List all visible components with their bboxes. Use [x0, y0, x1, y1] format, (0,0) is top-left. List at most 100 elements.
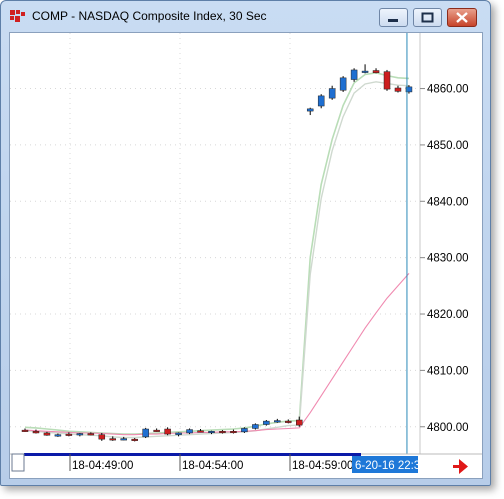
minimize-button[interactable]: [379, 8, 408, 27]
candle-body: [339, 77, 347, 91]
candle: [361, 64, 369, 74]
time-scroll-bar[interactable]: [24, 453, 361, 456]
candle: [186, 428, 193, 435]
candle-body: [405, 86, 413, 93]
moving-averages: [24, 71, 410, 439]
time-axis: 18-04:49:00 18-04:54:00 18-04:59:00: [69, 454, 353, 472]
candle: [65, 432, 73, 437]
candle: [350, 68, 358, 82]
candle-body: [43, 432, 51, 436]
candle-body: [328, 88, 336, 99]
ma-lower-line: [24, 81, 410, 439]
candlestick-chart[interactable]: 4860.00 4850.00 4840.00 4830.00 4820.00 4810.…: [10, 33, 482, 478]
candle: [87, 432, 95, 436]
candle: [394, 85, 402, 93]
candle: [43, 431, 51, 436]
candle: [54, 433, 62, 437]
candle: [263, 419, 270, 426]
candle-body: [120, 438, 127, 441]
candle-body: [109, 438, 117, 441]
candle: [296, 416, 303, 427]
app-icon: [10, 10, 26, 24]
candle: [317, 94, 325, 109]
candle-body: [76, 433, 84, 436]
candle-body: [142, 428, 149, 438]
candle-body: [372, 70, 380, 74]
close-button[interactable]: [447, 8, 477, 27]
candle: [252, 423, 259, 430]
candle: [405, 85, 413, 94]
candle-body: [317, 95, 325, 107]
candle: [175, 432, 182, 437]
time-tick-label: 18-04:49:00: [72, 460, 133, 472]
candle-body: [98, 434, 106, 440]
candle-body: [21, 429, 29, 432]
candle-body: [274, 420, 281, 423]
price-tick-label: 4820.00: [427, 309, 469, 321]
candle: [383, 69, 391, 91]
grid: [10, 33, 420, 451]
price-axis: 4860.00 4850.00 4840.00 4830.00 4820.00 4810.…: [420, 84, 469, 434]
candle-body: [186, 429, 193, 434]
price-tick-label: 4830.00: [427, 253, 469, 265]
candle-body: [263, 420, 270, 425]
ma-upper-line: [24, 71, 410, 435]
candle: [230, 429, 237, 434]
candle-body: [361, 70, 369, 73]
candle: [306, 107, 314, 116]
candle-body: [197, 430, 204, 433]
ma-slow-line: [24, 273, 410, 436]
price-tick-label: 4800.00: [427, 422, 469, 434]
candle: [208, 430, 215, 435]
candle-body: [230, 431, 237, 434]
candle-body: [285, 420, 292, 423]
candle: [109, 436, 117, 441]
candle-body: [65, 433, 73, 436]
candle-body: [296, 419, 303, 426]
candle: [164, 427, 171, 436]
price-tick-label: 4810.00: [427, 365, 469, 377]
price-tick-label: 4840.00: [427, 196, 469, 208]
time-tick-label: 18-04:54:00: [182, 460, 243, 472]
window-title: COMP - NASDAQ Composite Index, 30 Sec: [32, 9, 267, 23]
candle-body: [54, 434, 62, 437]
candle: [153, 428, 160, 432]
candle-body: [131, 438, 138, 441]
candle: [98, 432, 106, 441]
candle-body: [175, 432, 182, 435]
candles: [21, 64, 413, 442]
candle-body: [306, 108, 314, 112]
scroll-right-arrow-icon[interactable]: [453, 459, 468, 474]
title-bar[interactable]: COMP - NASDAQ Composite Index, 30 Sec: [1, 1, 490, 31]
chart-area[interactable]: 4860.00 4850.00 4840.00 4830.00 4820.00 4810.…: [9, 32, 483, 479]
candle-body: [252, 424, 259, 429]
candle: [285, 419, 292, 424]
candle: [328, 85, 336, 100]
candle-body: [219, 431, 226, 434]
candle: [32, 429, 40, 434]
candle: [120, 436, 127, 441]
cursor-time-label-bg: [352, 456, 418, 473]
candle-body: [87, 433, 95, 436]
candle-body: [383, 71, 391, 90]
scroll-handle[interactable]: [11, 453, 25, 472]
price-tick-label: 4850.00: [427, 140, 469, 152]
candle-body: [153, 429, 160, 432]
candle: [274, 418, 281, 423]
candle-body: [164, 428, 171, 435]
candle: [76, 432, 84, 437]
candle: [131, 438, 138, 442]
candle-body: [32, 431, 40, 434]
candle-body: [350, 69, 358, 80]
candle-body: [394, 87, 402, 92]
candle-body: [208, 431, 215, 434]
candle: [339, 76, 347, 92]
candle: [197, 429, 204, 433]
candle: [142, 427, 149, 439]
maximize-button[interactable]: [413, 8, 442, 27]
price-tick-label: 4860.00: [427, 84, 469, 96]
time-tick-label: 18-04:59:00: [292, 460, 353, 472]
candle: [372, 68, 380, 74]
candle-body: [241, 428, 248, 433]
cursor-time-label: 6-20-16 22:34:00: [355, 460, 443, 472]
